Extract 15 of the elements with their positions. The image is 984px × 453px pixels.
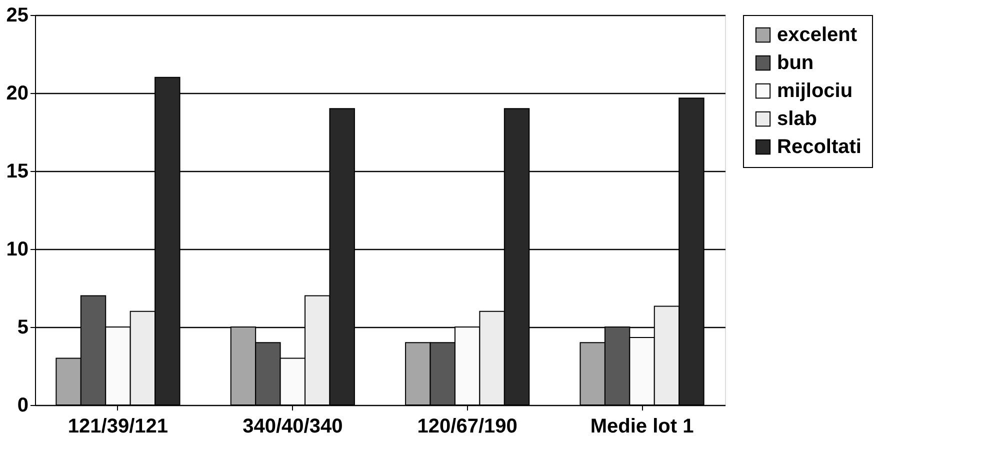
legend-label: slab xyxy=(777,108,818,130)
x-tick-label: 121/39/121 xyxy=(68,416,168,438)
legend-label: bun xyxy=(777,52,814,74)
y-tick-label: 10 xyxy=(6,238,28,260)
legend-label: excelent xyxy=(777,24,858,46)
legend-label: mijlociu xyxy=(777,80,853,102)
legend-label: Recoltati xyxy=(777,136,862,158)
y-tick-label: 25 xyxy=(6,4,28,26)
y-tick-label: 0 xyxy=(17,394,28,416)
y-tick-label: 15 xyxy=(6,160,28,182)
x-tick-label: Medie lot 1 xyxy=(590,416,694,438)
x-tick-label: 120/67/190 xyxy=(417,416,518,438)
x-tick-label: 340/40/340 xyxy=(242,416,343,438)
y-tick-label: 5 xyxy=(17,316,28,338)
y-tick-label: 20 xyxy=(6,82,28,104)
